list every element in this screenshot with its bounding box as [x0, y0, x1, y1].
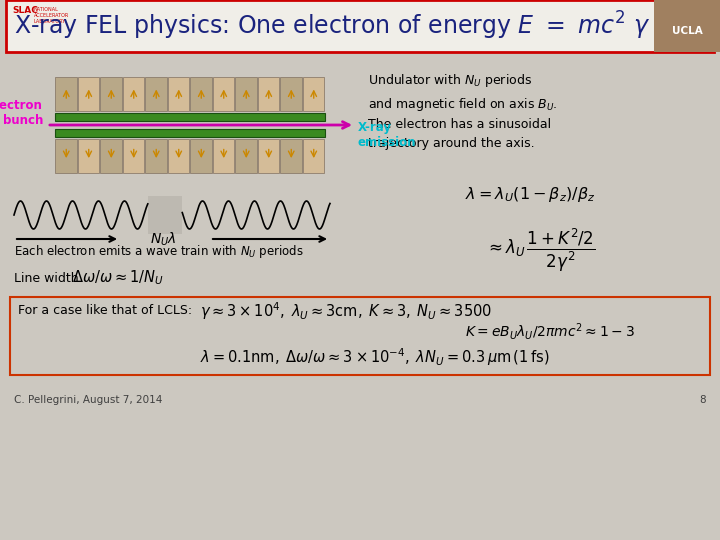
Bar: [55, 77, 76, 111]
Bar: [190, 139, 212, 173]
Bar: [145, 139, 166, 173]
Text: Electron
bunch: Electron bunch: [0, 99, 43, 127]
Bar: [78, 77, 99, 111]
Text: Each electron emits a wave train with $N_U$ periods: Each electron emits a wave train with $N…: [14, 244, 304, 260]
FancyBboxPatch shape: [6, 0, 714, 52]
Bar: [258, 77, 279, 111]
Text: Undulator with $N_U$ periods
and magnetic field on axis $B_U$.
The electron has : Undulator with $N_U$ periods and magneti…: [368, 72, 557, 150]
Text: X-ray
emission: X-ray emission: [358, 120, 416, 148]
Bar: [122, 77, 144, 111]
Bar: [235, 139, 256, 173]
Polygon shape: [55, 113, 325, 122]
Bar: [212, 77, 234, 111]
Bar: [145, 77, 166, 111]
Text: $K = eB_U\lambda_U / 2\pi mc^2 \approx 1-3$: $K = eB_U\lambda_U / 2\pi mc^2 \approx 1…: [465, 321, 635, 342]
Bar: [100, 77, 122, 111]
Text: $N_U\lambda$: $N_U\lambda$: [150, 230, 176, 248]
Text: 8: 8: [699, 395, 706, 405]
Text: $\lambda = \lambda_U(1-\beta_z)/\beta_z$: $\lambda = \lambda_U(1-\beta_z)/\beta_z$: [465, 186, 595, 205]
Text: $\lambda = 0.1\mathrm{nm},\; \Delta\omega/\omega \approx 3\times10^{-4},\; \lamb: $\lambda = 0.1\mathrm{nm},\; \Delta\omeg…: [200, 346, 549, 368]
Text: $\approx \lambda_U\,\dfrac{1+K^2/2}{2\gamma^2}$: $\approx \lambda_U\,\dfrac{1+K^2/2}{2\ga…: [485, 226, 595, 274]
Bar: [212, 139, 234, 173]
Bar: [55, 139, 76, 173]
Text: $\gamma \approx 3\times10^4,\; \lambda_U \approx 3\mathrm{cm},\; K \approx 3,\; : $\gamma \approx 3\times10^4,\; \lambda_U…: [200, 300, 492, 322]
Bar: [168, 139, 189, 173]
Bar: [280, 139, 302, 173]
Text: For a case like that of LCLS:: For a case like that of LCLS:: [18, 305, 192, 318]
Text: NATIONAL
ACCELERATOR
LABORATORY: NATIONAL ACCELERATOR LABORATORY: [34, 7, 69, 24]
Polygon shape: [55, 129, 325, 137]
FancyBboxPatch shape: [10, 297, 710, 375]
Bar: [258, 139, 279, 173]
Text: UCLA: UCLA: [672, 26, 703, 36]
Bar: [190, 77, 212, 111]
Bar: [235, 77, 256, 111]
FancyBboxPatch shape: [654, 0, 720, 52]
Bar: [100, 139, 122, 173]
Bar: [122, 139, 144, 173]
Text: $\Delta\omega / \omega \approx 1/N_U$: $\Delta\omega / \omega \approx 1/N_U$: [72, 268, 164, 287]
Bar: [148, 196, 182, 234]
Bar: [302, 139, 324, 173]
Bar: [168, 77, 189, 111]
Text: X-ray FEL physics: One electron of energy $E\ {=}\ mc^2\ \gamma$: X-ray FEL physics: One electron of energ…: [14, 10, 650, 42]
Bar: [302, 77, 324, 111]
Bar: [280, 77, 302, 111]
Text: Line width: Line width: [14, 272, 83, 285]
Text: C. Pellegrini, August 7, 2014: C. Pellegrini, August 7, 2014: [14, 395, 163, 405]
Text: SLAC: SLAC: [12, 6, 38, 15]
Bar: [78, 139, 99, 173]
